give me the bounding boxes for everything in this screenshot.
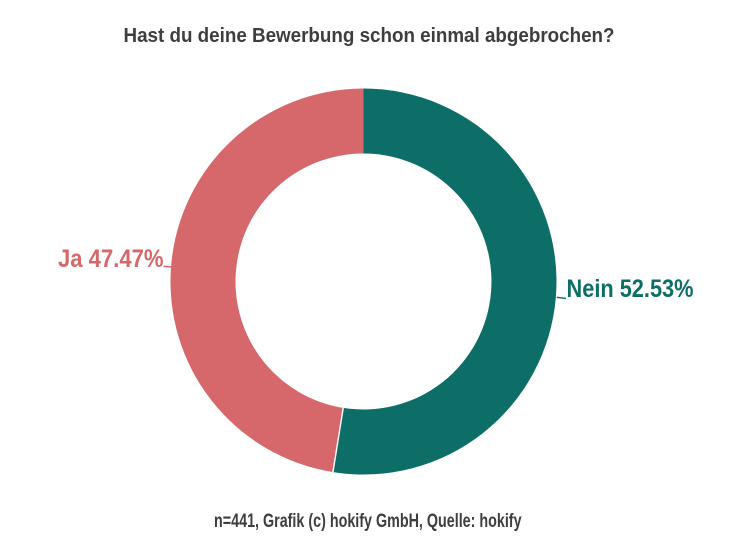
svg-text:n=441, Grafik (c) hokify GmbH,: n=441, Grafik (c) hokify GmbH, Quelle: h…	[214, 511, 522, 532]
svg-text:Ja 47.47%: Ja 47.47%	[58, 245, 164, 273]
svg-text:Nein 52.53%: Nein 52.53%	[567, 275, 694, 303]
svg-text:Hast du deine Bewerbung schon: Hast du deine Bewerbung schon einmal abg…	[124, 25, 615, 47]
